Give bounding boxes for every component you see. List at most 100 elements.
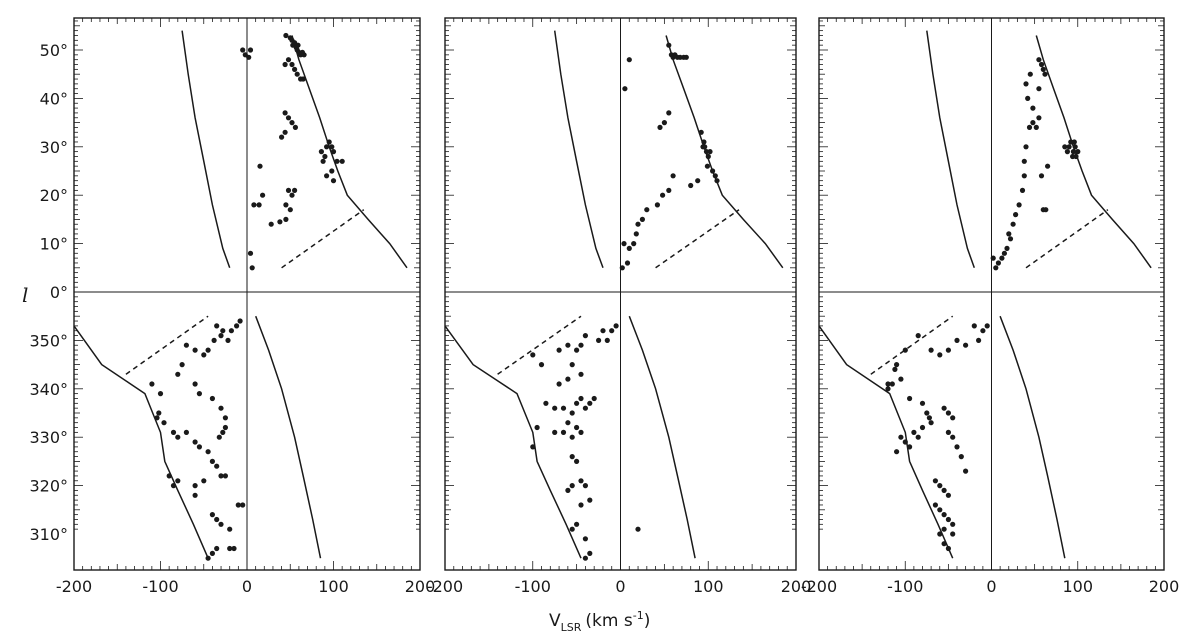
data-point	[894, 362, 900, 368]
x-axis-label-units: (km s	[585, 611, 632, 631]
data-point	[1016, 202, 1022, 208]
data-point	[688, 182, 694, 189]
data-point	[565, 376, 571, 382]
data-point	[587, 497, 593, 503]
data-point	[222, 424, 228, 431]
data-point	[209, 395, 215, 402]
data-point	[574, 400, 580, 406]
data-point	[292, 187, 298, 193]
data-point	[941, 526, 947, 532]
data-point	[214, 463, 220, 469]
data-point	[569, 454, 575, 460]
x-tick-label: 100	[318, 577, 349, 596]
envelope-curve-upper-negative	[553, 30, 604, 269]
data-point	[971, 323, 977, 329]
data-point	[170, 429, 177, 435]
data-point	[260, 192, 266, 198]
data-point	[330, 149, 337, 155]
data-point	[218, 405, 224, 411]
data-point	[660, 192, 666, 198]
x-axis-label-sub: LSR	[561, 621, 582, 634]
data-point	[600, 328, 606, 334]
data-point	[582, 555, 589, 561]
data-point	[329, 168, 335, 174]
data-point	[249, 265, 255, 271]
data-point	[282, 110, 288, 116]
data-point	[205, 347, 211, 353]
data-point	[932, 502, 939, 508]
data-point	[705, 153, 711, 160]
data-point	[915, 333, 921, 339]
data-point	[1042, 71, 1048, 77]
data-point	[945, 347, 952, 353]
terminal-velocity-curve-upper	[1035, 35, 1152, 269]
data-point	[954, 337, 960, 343]
data-point	[578, 502, 584, 508]
terminal-velocity-curve-lower	[444, 325, 582, 559]
data-point	[1066, 144, 1072, 150]
data-point	[228, 328, 234, 334]
x-tick-label: 200	[405, 577, 436, 596]
data-point	[1026, 124, 1033, 130]
data-point	[587, 400, 593, 406]
data-point	[283, 202, 289, 208]
data-point	[654, 202, 661, 208]
panels-group: -200 -100 0 100 200 50° 40° 30° 20° 10° 0° 350° 340°…	[29, 17, 1179, 596]
data-point	[154, 415, 160, 421]
data-point	[222, 473, 228, 479]
y-tick-label: 350°	[29, 331, 68, 350]
y-tick-label: 320°	[29, 477, 68, 496]
data-point	[560, 429, 567, 435]
data-point	[712, 173, 718, 179]
data-point	[574, 424, 580, 431]
data-point	[211, 337, 217, 343]
data-point	[898, 434, 904, 440]
data-point	[950, 521, 956, 527]
data-point	[294, 71, 300, 77]
x-axis-label: VLSR (km s-1)	[549, 609, 650, 634]
y-tick-label: 30°	[40, 138, 68, 157]
data-point	[569, 434, 575, 440]
data-point	[234, 323, 240, 329]
data-point	[1072, 144, 1078, 150]
data-point	[339, 158, 345, 164]
data-point	[326, 139, 332, 145]
data-point	[556, 381, 562, 387]
data-point	[937, 352, 943, 358]
data-point	[1070, 149, 1076, 155]
data-point	[937, 483, 943, 489]
data-point	[289, 61, 295, 68]
data-point	[937, 531, 943, 537]
data-point	[214, 545, 220, 552]
data-point	[157, 391, 164, 397]
data-point	[183, 342, 189, 348]
data-point	[209, 458, 215, 464]
dashed-envelope-upper	[281, 209, 365, 269]
envelope-curve-lower-positive	[254, 315, 322, 559]
envelope-curve-upper-negative	[181, 30, 231, 269]
data-point	[639, 216, 646, 222]
data-point	[578, 429, 584, 435]
data-point	[268, 221, 274, 227]
data-point	[205, 449, 211, 455]
x-tick-label: -100	[142, 577, 178, 596]
data-point	[950, 531, 956, 537]
data-point	[192, 381, 198, 387]
data-point	[941, 405, 947, 411]
data-point	[574, 521, 580, 527]
y-tick-label: 310°	[29, 525, 68, 544]
data-point	[1038, 173, 1045, 179]
data-point	[282, 61, 288, 68]
data-point	[1040, 66, 1046, 72]
data-point	[329, 144, 335, 150]
data-point	[621, 241, 627, 247]
data-point	[196, 444, 202, 450]
x-axis-label-main: V	[549, 611, 561, 631]
data-point	[1036, 115, 1042, 121]
envelope-curve-upper-negative	[926, 30, 976, 269]
data-point	[701, 139, 707, 145]
data-point	[710, 168, 716, 174]
data-point	[196, 391, 202, 397]
data-point	[192, 492, 198, 498]
data-point	[999, 255, 1005, 261]
